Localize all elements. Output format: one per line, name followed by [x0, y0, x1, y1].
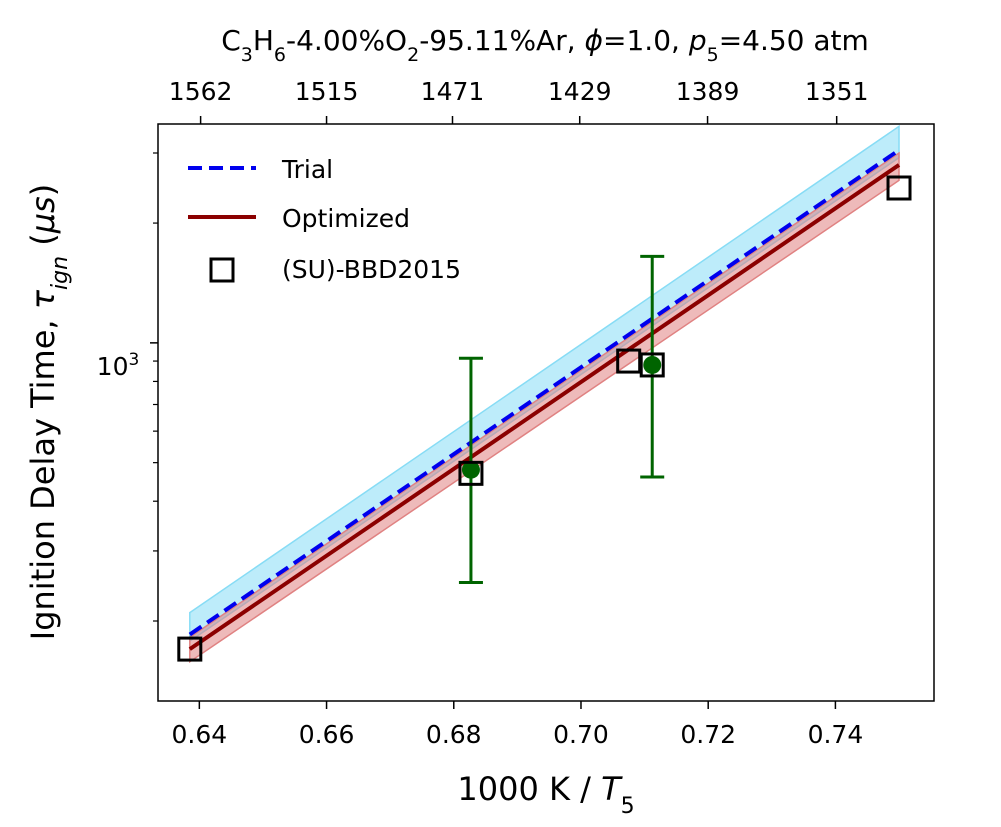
plot-frame [157, 123, 935, 702]
x-tick-label-2: 0.68 [426, 720, 482, 749]
top-axis-ticks: 1562 1515 1471 1429 1389 1351 [169, 77, 869, 124]
x-tick-label-3: 0.70 [553, 720, 609, 749]
x-axis-title: 1000 K / T5 [457, 770, 634, 819]
legend-trial-label: Trial [281, 155, 333, 184]
x-tick-label-5: 0.74 [808, 720, 864, 749]
y-tick-1000: 103 [97, 350, 140, 381]
series-lines [188, 148, 901, 651]
x-tick-label-1: 0.66 [299, 720, 355, 749]
error-bars [458, 254, 665, 584]
errorbar-point-0 [461, 460, 480, 479]
data-marker-3 [639, 352, 665, 378]
legend-marker-label: (SU)-BBD2015 [282, 255, 461, 284]
series-line-optimized [188, 163, 901, 651]
top-tick-label-2: 1471 [421, 77, 485, 106]
x-tick-label-4: 0.72 [680, 720, 736, 749]
errorbar-point-1 [643, 355, 662, 374]
y-axis-title: Ignition Delay Time, τign (μs) [24, 184, 73, 640]
x-axis-ticks: 0.64 0.66 0.68 0.70 0.72 0.74 [172, 701, 864, 749]
top-tick-label-3: 1429 [548, 77, 612, 106]
y-axis-ticks [150, 152, 158, 622]
data-marker-2 [616, 348, 642, 374]
series-line-trial [188, 148, 901, 637]
data-marker-1 [458, 460, 484, 486]
legend-optimized-label: Optimized [282, 204, 410, 233]
x-tick-label-0: 0.64 [172, 720, 228, 749]
top-tick-label-4: 1389 [676, 77, 740, 106]
legend: Trial Optimized (SU)-BBD2015 [188, 155, 461, 284]
data-marker-4 [886, 175, 912, 201]
top-tick-label-0: 1562 [169, 77, 233, 106]
data-markers [177, 175, 912, 662]
legend-marker-swatch [209, 257, 235, 283]
chart-title: C3H6-4.00%O2-95.11%Ar, ϕ=1.0, p5=4.50 at… [221, 24, 869, 66]
top-tick-label-1: 1515 [295, 77, 359, 106]
top-tick-label-5: 1351 [805, 77, 869, 106]
data-marker-0 [177, 636, 203, 662]
